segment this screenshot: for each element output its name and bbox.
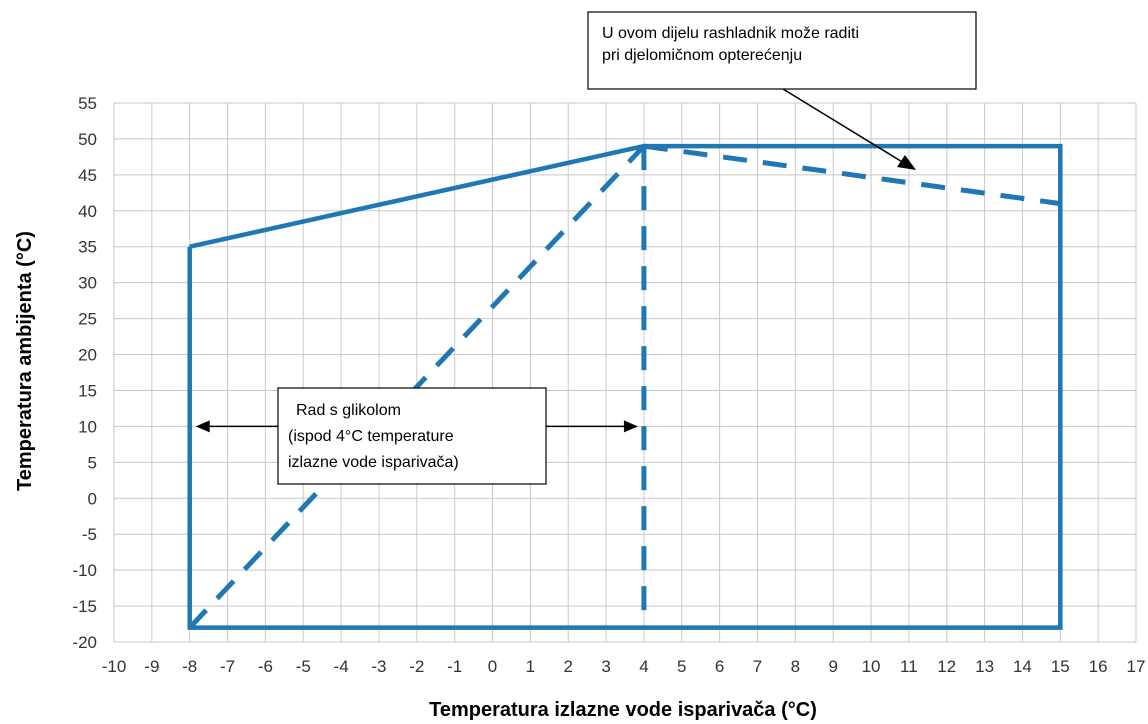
- x-tick-label: 16: [1089, 657, 1108, 676]
- x-tick-label: -7: [220, 657, 235, 676]
- y-axis-title: Temperatura ambijenta (°C): [14, 231, 36, 491]
- y-tick-label: 20: [78, 346, 97, 365]
- grid: [113, 102, 1137, 643]
- x-tick-label: 5: [677, 657, 686, 676]
- y-tick-label: -20: [72, 633, 97, 652]
- x-axis-title: Temperatura izlazne vode isparivača (°C): [429, 699, 817, 721]
- glycol-arrowhead-right: [623, 420, 638, 433]
- y-tick-label: -15: [72, 597, 97, 616]
- y-tick-label: -10: [72, 561, 97, 580]
- x-tick-label: 17: [1127, 657, 1146, 676]
- y-tick-label: 10: [78, 417, 97, 436]
- x-tick-label: 9: [828, 657, 837, 676]
- y-tick-label: 50: [78, 130, 97, 149]
- series-line-1: [187, 143, 1063, 630]
- glycol-text-line-3: izlazne vode isparivača): [288, 454, 459, 471]
- y-tick-label: 45: [78, 166, 97, 185]
- glycol-arrowhead-left: [195, 420, 210, 433]
- x-tick-label: -4: [334, 657, 349, 676]
- x-tick-label: 4: [639, 657, 648, 676]
- partial-load-arrow: [782, 88, 905, 164]
- x-tick-label: -9: [144, 657, 159, 676]
- x-tick-label: 0: [488, 657, 497, 676]
- partial-load-box: [587, 11, 977, 90]
- y-tick-label: 5: [88, 453, 97, 472]
- series-group: [187, 143, 1063, 630]
- y-tick-label: -5: [82, 525, 97, 544]
- glycol-annotation: Rad s glikolom (ispod 4°C temperature iz…: [195, 387, 638, 485]
- x-tick-label: 10: [862, 657, 881, 676]
- glycol-box: [277, 387, 547, 485]
- x-tick-label: 12: [937, 657, 956, 676]
- glycol-text-line-1: Rad s glikolom: [296, 402, 401, 419]
- x-tick-label: 7: [753, 657, 762, 676]
- partial-load-text-line-1: U ovom dijelu rashladnik može raditi: [602, 25, 859, 42]
- x-tick-label: 8: [791, 657, 800, 676]
- x-tick-label: 15: [1051, 657, 1070, 676]
- x-tick-label: 14: [1013, 657, 1032, 676]
- series-line-2: [187, 144, 646, 630]
- x-tick-label: -2: [409, 657, 424, 676]
- partial-load-text-line-2: pri djelomičnom opterećenju: [602, 47, 802, 64]
- y-tick-label: 0: [88, 489, 97, 508]
- x-tick-label: -1: [447, 657, 462, 676]
- y-tick-label: 35: [78, 238, 97, 257]
- x-tick-label: 13: [975, 657, 994, 676]
- x-tick-label: 11: [900, 657, 918, 676]
- y-tick-label: 40: [78, 202, 97, 221]
- x-tick-label: -10: [102, 657, 127, 676]
- glycol-text-line-2: (ispod 4°C temperature: [288, 428, 454, 445]
- x-tick-label: 3: [601, 657, 610, 676]
- y-tick-label: 30: [78, 274, 97, 293]
- partial-load-arrowhead: [897, 155, 916, 170]
- x-tick-label: -6: [258, 657, 273, 676]
- series-line-4: [643, 143, 1061, 207]
- x-tick-label: 6: [715, 657, 724, 676]
- partial-load-annotation: U ovom dijelu rashladnik može raditi pri…: [587, 11, 977, 170]
- x-axis-ticks: -10 -9 -8 -7 -6 -5 -4 -3 -2 -1 0 1 2 3 4 5 6 7 8 9 10 11 12 13 1…: [102, 657, 1146, 676]
- x-tick-label: -8: [182, 657, 197, 676]
- y-tick-label: 15: [78, 381, 97, 400]
- x-tick-label: 1: [526, 657, 535, 676]
- x-tick-label: 2: [563, 657, 572, 676]
- x-tick-label: -3: [371, 657, 386, 676]
- y-tick-label: 55: [78, 94, 97, 113]
- x-tick-label: -5: [296, 657, 311, 676]
- y-tick-label: 25: [78, 310, 97, 329]
